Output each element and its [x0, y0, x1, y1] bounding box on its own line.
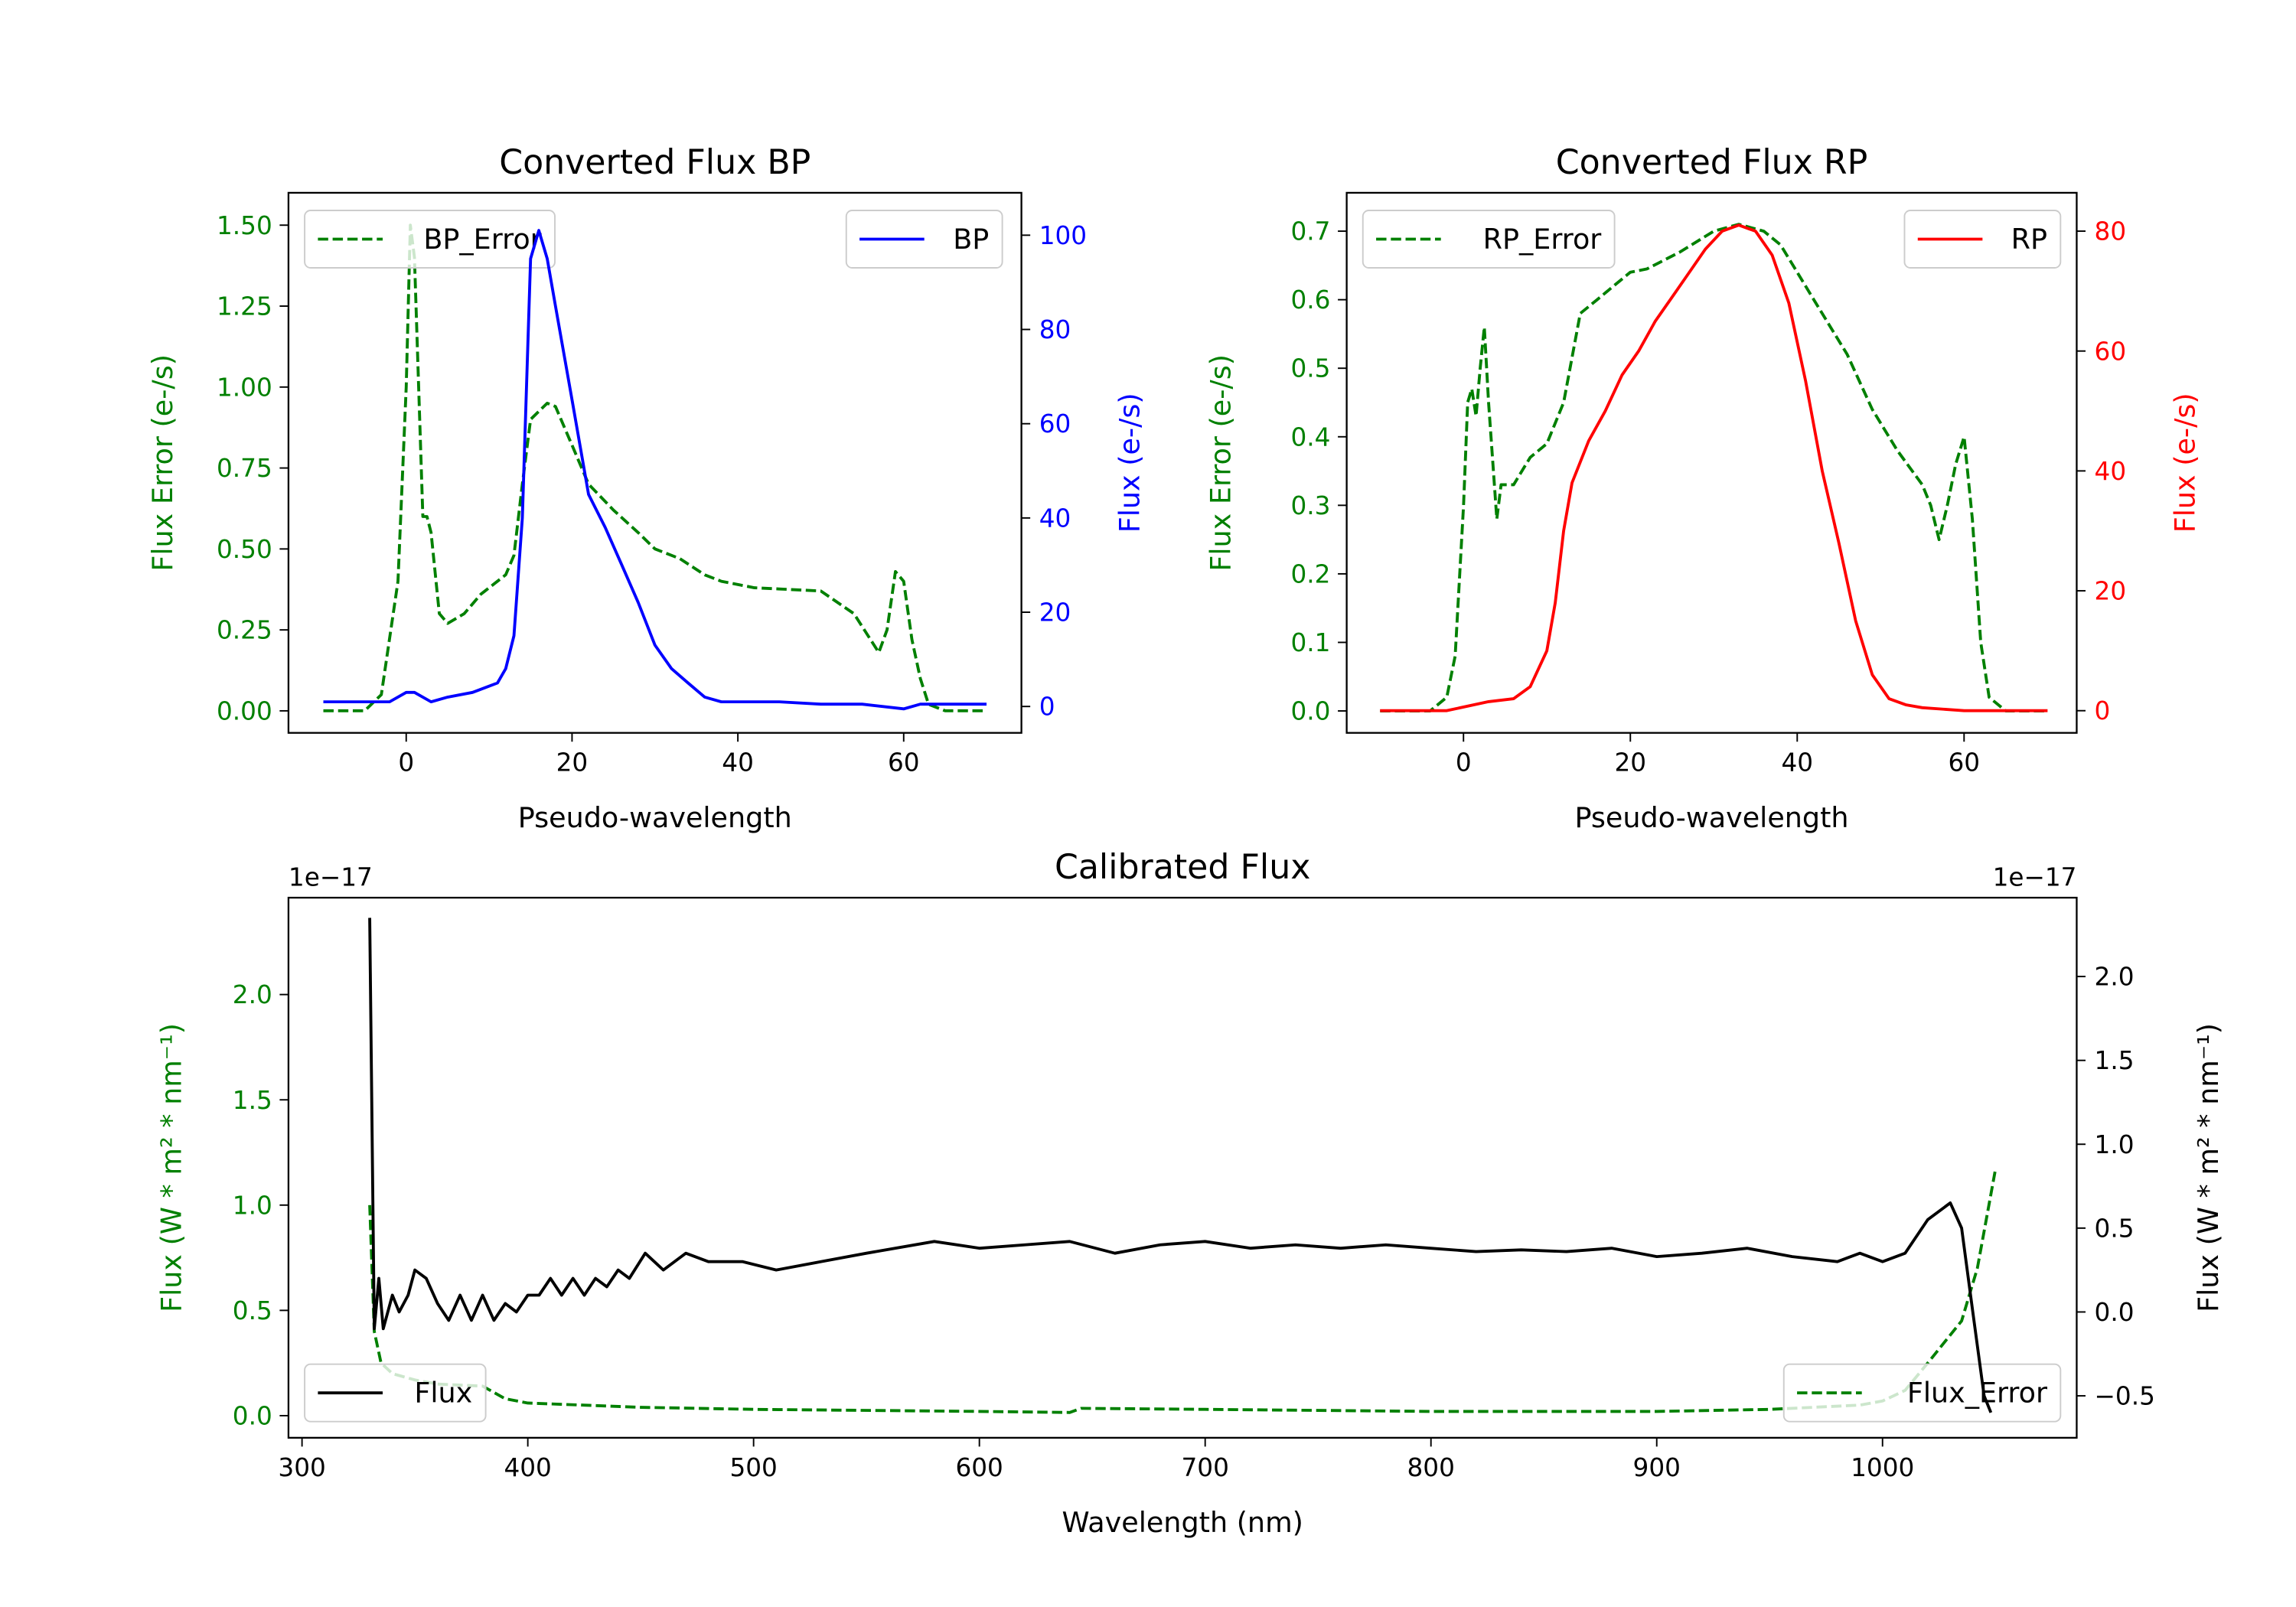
x-tick-label: 60 — [1949, 748, 1981, 777]
x-tick-label: 900 — [1633, 1453, 1681, 1482]
y-left-tick-label: 0.1 — [1290, 628, 1330, 657]
x-tick-label: 0 — [398, 748, 414, 777]
legend-label: BP_Error — [423, 223, 542, 256]
legend-frame — [304, 210, 556, 269]
y-left-tick-label: 0.4 — [1290, 422, 1330, 451]
y-left-tick-label: 1.25 — [217, 292, 272, 321]
y-left-tick-label: 1.50 — [217, 211, 272, 240]
y-right-tick-label: −0.5 — [2095, 1382, 2155, 1411]
y-left-tick-label: 0.5 — [1290, 354, 1330, 383]
y-right-tick-label: 20 — [1039, 598, 1071, 627]
legend-label: RP — [2011, 223, 2047, 256]
x-axis-label: Pseudo-wavelength — [1574, 801, 1848, 834]
y-right-axis-label: Flux (e-/s) — [2168, 393, 2201, 533]
bp-legend: BP — [845, 210, 1003, 269]
y-right-offset-text: 1e−17 — [1993, 863, 2077, 892]
y-left-axis-label: Flux Error (e-/s) — [1205, 354, 1238, 572]
y-left-axis-label: Flux Error (e-/s) — [146, 354, 179, 572]
y-right-tick-label: 40 — [2095, 457, 2127, 486]
y-left-axis-label: Flux (W * m² * nm⁻¹) — [155, 1023, 188, 1312]
legend-label: Flux_Error — [1907, 1377, 2048, 1410]
y-right-tick-label: 1.0 — [2095, 1130, 2135, 1159]
rp-chart: Converted Flux RP 0 20 40 60 Pseudo-wavelengt… — [1205, 143, 2202, 834]
x-axis-label: Wavelength (nm) — [1062, 1506, 1303, 1539]
legend-label: Flux — [414, 1377, 472, 1410]
x-tick-label: 600 — [955, 1453, 1003, 1482]
x-tick-label: 300 — [278, 1453, 325, 1482]
y-right-tick-label: 0.0 — [2095, 1298, 2135, 1327]
y-right-tick-label: 0 — [1039, 693, 1055, 722]
y-left-tick-label: 0.0 — [233, 1401, 272, 1430]
legend-frame — [304, 1363, 487, 1423]
bp-error-legend: BP_Error — [304, 210, 556, 269]
legend-label: BP — [953, 223, 989, 256]
x-tick-label: 1000 — [1851, 1453, 1914, 1482]
x-tick-label: 60 — [888, 748, 920, 777]
axes-frame — [287, 896, 2078, 1439]
y-left-tick-label: 0.6 — [1290, 285, 1330, 315]
x-tick-label: 40 — [722, 748, 754, 777]
y-left-tick-label: 1.5 — [233, 1086, 272, 1115]
axes-frame — [287, 191, 1022, 734]
y-right-tick-label: 2.0 — [2095, 963, 2135, 992]
y-right-tick-label: 0.5 — [2095, 1214, 2135, 1243]
flux-legend: Flux — [304, 1363, 487, 1423]
y-right-axis-label: Flux (W * m² * nm⁻¹) — [2192, 1023, 2225, 1312]
chart-title: Converted Flux RP — [1556, 143, 1868, 182]
x-tick-label: 40 — [1781, 748, 1813, 777]
y-right-tick-label: 40 — [1039, 504, 1071, 533]
y-left-tick-label: 0.25 — [217, 616, 272, 645]
bp-chart: Converted Flux BP 0 20 40 60 Pseudo-wavelengt… — [146, 143, 1146, 834]
rp-line — [1380, 223, 2048, 712]
axes-frame — [1345, 191, 2078, 734]
y-left-tick-label: 0.3 — [1290, 491, 1330, 520]
y-right-tick-label: 60 — [1039, 409, 1071, 438]
rp-error-line — [1380, 223, 2048, 712]
rp-error-legend: RP_Error — [1362, 210, 1616, 269]
x-tick-label: 500 — [729, 1453, 777, 1482]
y-right-tick-label: 0 — [2095, 696, 2111, 725]
y-left-tick-label: 0.00 — [217, 696, 272, 725]
rp-legend: RP — [1903, 210, 2062, 269]
y-left-offset-text: 1e−17 — [289, 863, 373, 892]
bp-line — [323, 229, 987, 711]
y-left-tick-label: 0.75 — [217, 454, 272, 483]
cal-chart: Calibrated Flux 300 400 500 600 700 800 900 1000… — [155, 848, 2226, 1539]
chart-title: Calibrated Flux — [1055, 848, 1310, 887]
flux-line — [368, 918, 1993, 1413]
y-right-tick-label: 20 — [2095, 577, 2127, 606]
y-left-tick-label: 0.0 — [1290, 697, 1330, 726]
y-right-axis-label: Flux (e-/s) — [1113, 393, 1146, 533]
y-right-tick-label: 1.5 — [2095, 1046, 2135, 1075]
y-left-tick-label: 0.7 — [1290, 217, 1330, 246]
y-left-tick-label: 0.50 — [217, 535, 272, 564]
flux-error-line — [368, 1169, 1998, 1414]
y-left-tick-label: 2.0 — [233, 980, 272, 1009]
bp-error-line — [323, 223, 987, 712]
y-left-tick-label: 1.00 — [217, 373, 272, 402]
legend-label: RP_Error — [1483, 223, 1603, 256]
y-left-tick-label: 0.2 — [1290, 559, 1330, 588]
flux-error-legend: Flux_Error — [1782, 1363, 2062, 1423]
y-left-tick-label: 1.0 — [233, 1191, 272, 1220]
chart-title: Converted Flux BP — [499, 143, 810, 182]
x-tick-label: 20 — [1614, 748, 1646, 777]
legend-frame — [1782, 1363, 2062, 1423]
x-tick-label: 20 — [556, 748, 589, 777]
x-axis-label: Pseudo-wavelength — [518, 801, 792, 834]
y-right-tick-label: 60 — [2095, 337, 2127, 366]
x-tick-label: 700 — [1181, 1453, 1228, 1482]
x-tick-label: 400 — [504, 1453, 551, 1482]
y-right-tick-label: 80 — [1039, 315, 1071, 344]
y-right-tick-label: 100 — [1039, 221, 1087, 250]
x-tick-label: 0 — [1456, 748, 1472, 777]
y-right-tick-label: 80 — [2095, 217, 2127, 246]
legend-frame — [1362, 210, 1616, 269]
y-left-tick-label: 0.5 — [233, 1296, 272, 1325]
x-tick-label: 800 — [1407, 1453, 1455, 1482]
